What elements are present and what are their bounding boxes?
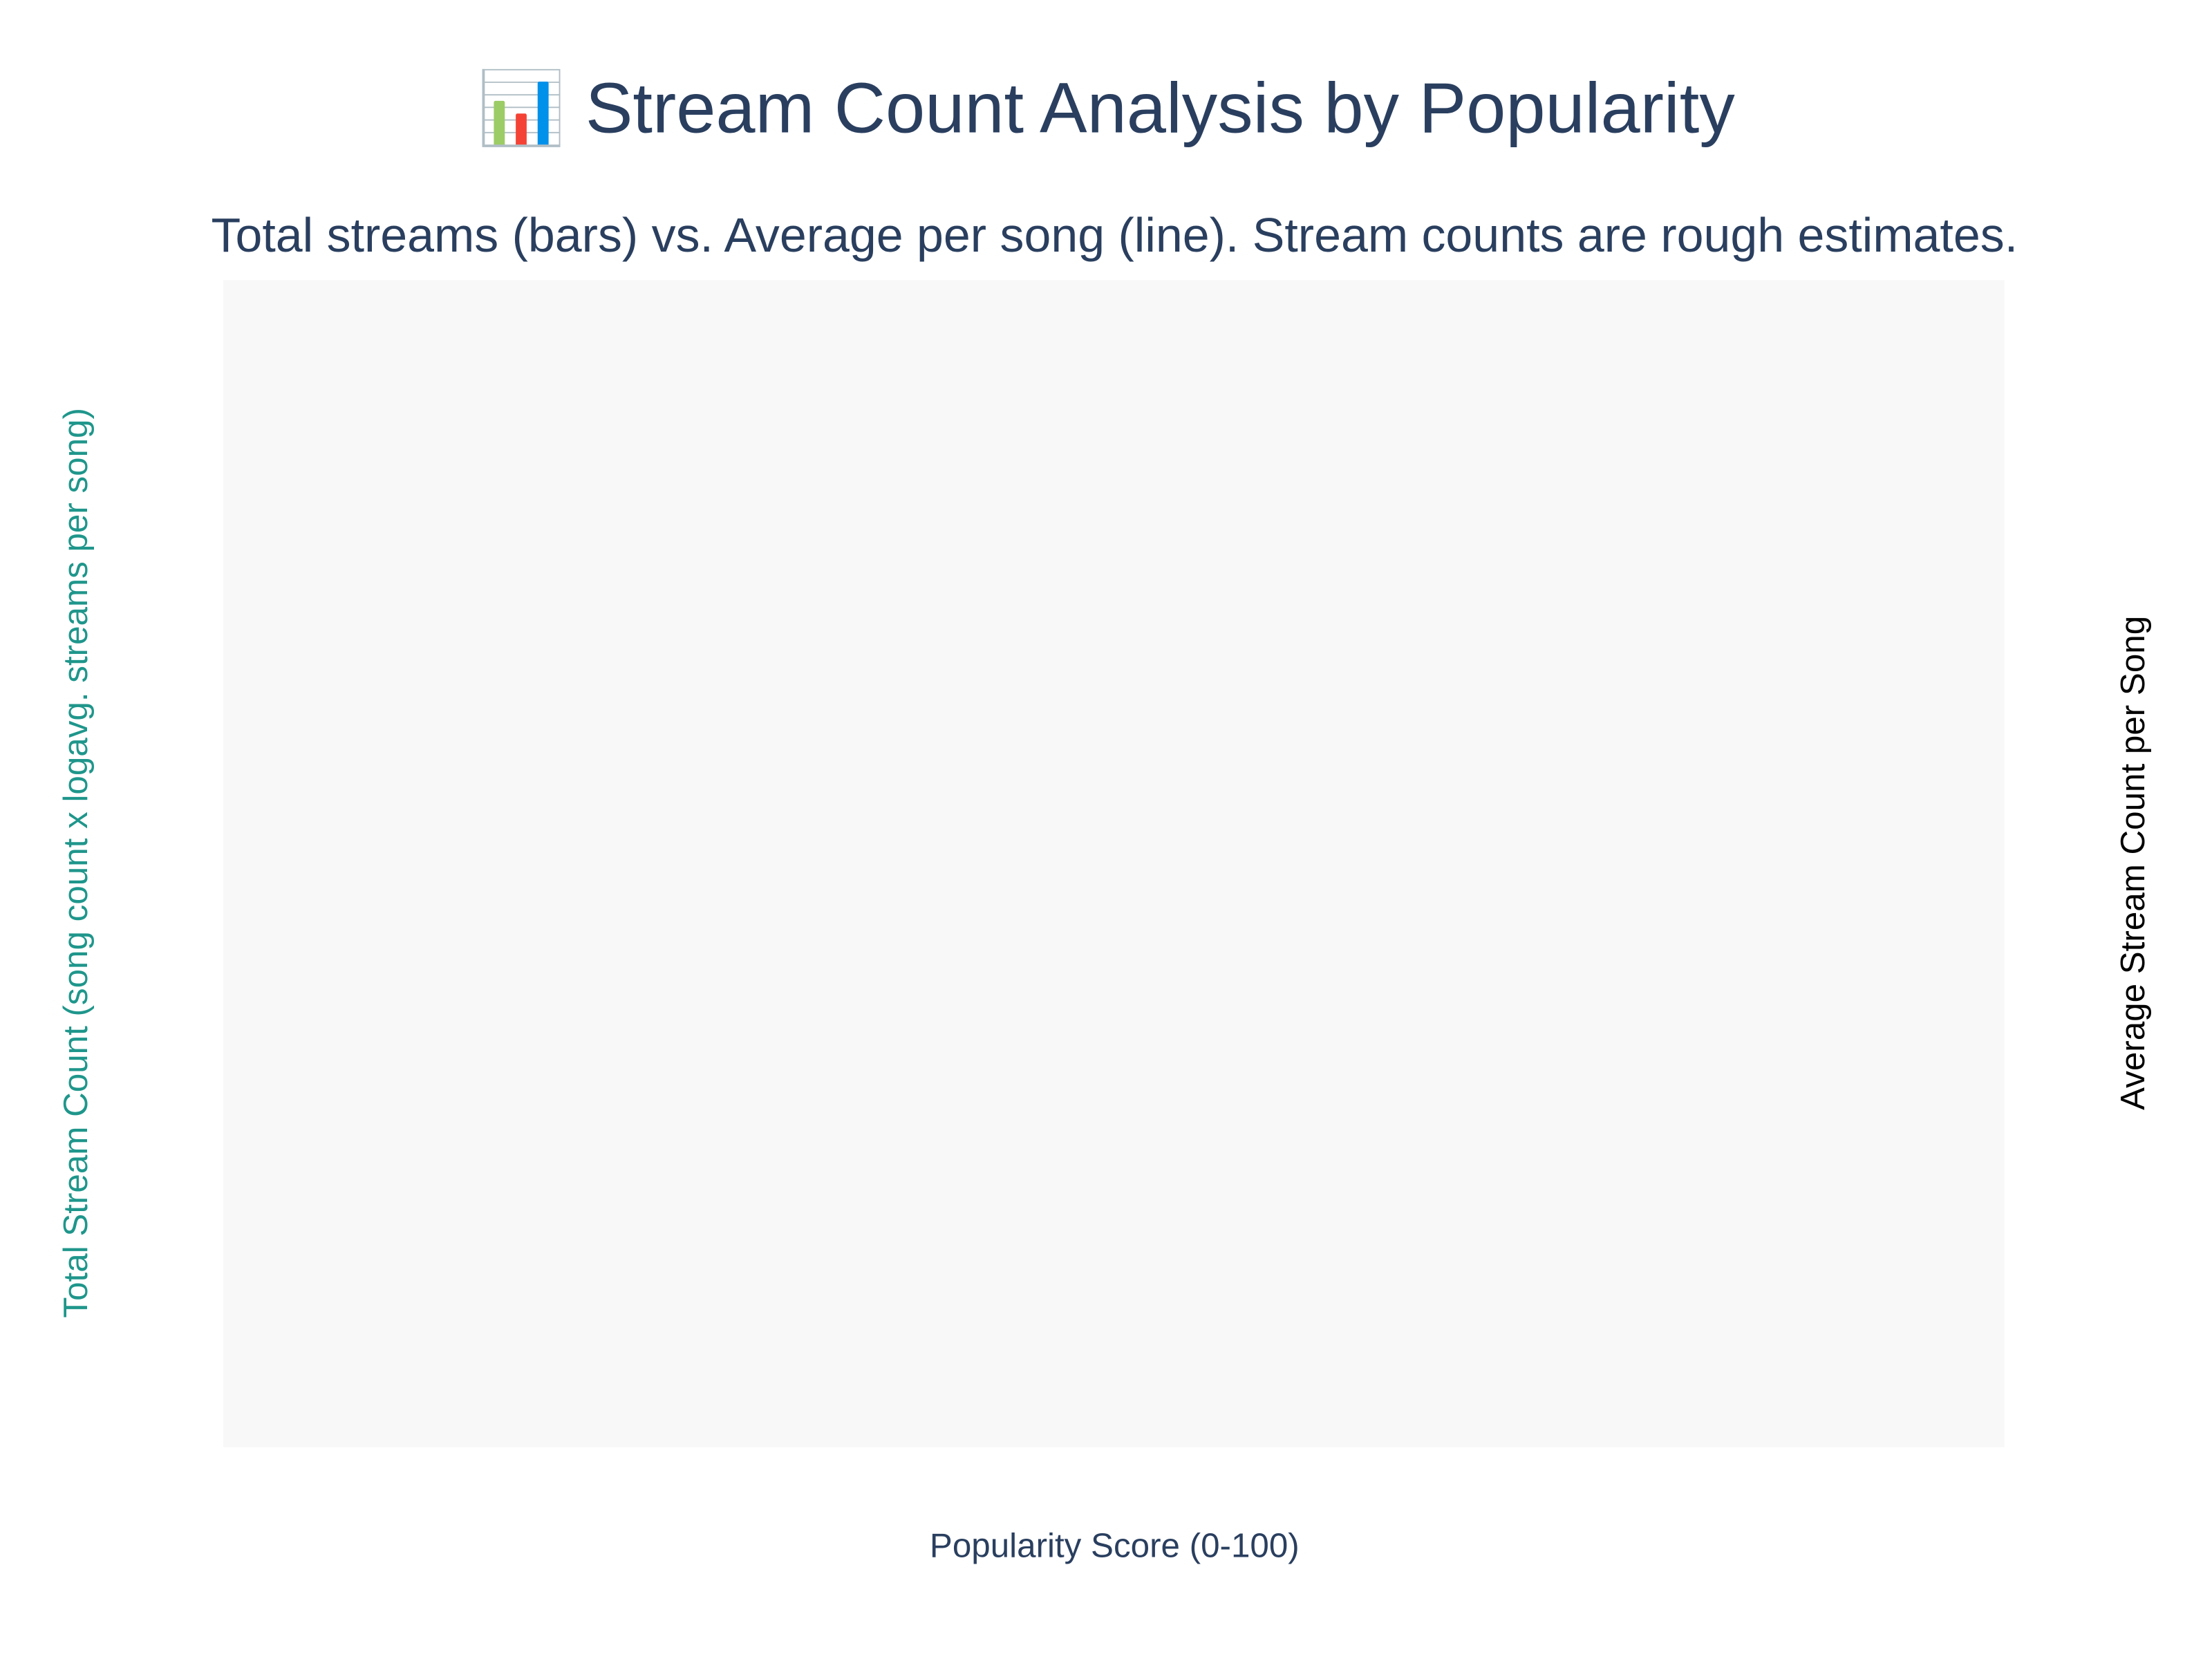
chart-title: 📊 Stream Count Analysis by Popularity bbox=[477, 68, 1735, 149]
chart-subtitle: Total streams (bars) vs. Average per son… bbox=[212, 208, 2018, 262]
plot-area bbox=[223, 280, 2005, 1447]
x-axis-title: Popularity Score (0-100) bbox=[930, 1527, 1300, 1565]
y-axis-title: Total Stream Count (song count x logavg.… bbox=[57, 408, 95, 1318]
y2-axis-title: Average Stream Count per Song bbox=[2114, 616, 2152, 1110]
